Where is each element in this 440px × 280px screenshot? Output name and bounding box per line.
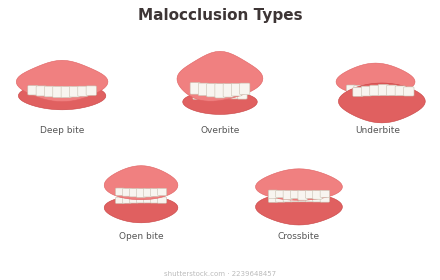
FancyBboxPatch shape xyxy=(370,85,380,96)
FancyBboxPatch shape xyxy=(305,191,315,198)
FancyBboxPatch shape xyxy=(44,86,55,97)
Polygon shape xyxy=(177,51,263,101)
FancyBboxPatch shape xyxy=(61,86,71,98)
FancyBboxPatch shape xyxy=(313,194,322,202)
FancyBboxPatch shape xyxy=(136,188,146,197)
Polygon shape xyxy=(338,83,425,123)
Text: shutterstock.com · 2239648457: shutterstock.com · 2239648457 xyxy=(164,270,276,277)
Text: Crossbite: Crossbite xyxy=(278,232,320,241)
FancyBboxPatch shape xyxy=(298,191,308,200)
FancyBboxPatch shape xyxy=(378,85,389,95)
Text: Malocclusion Types: Malocclusion Types xyxy=(138,8,302,23)
FancyBboxPatch shape xyxy=(353,87,363,96)
FancyBboxPatch shape xyxy=(198,83,209,96)
FancyBboxPatch shape xyxy=(143,196,153,203)
FancyBboxPatch shape xyxy=(28,85,38,95)
FancyBboxPatch shape xyxy=(150,196,160,203)
FancyBboxPatch shape xyxy=(231,83,242,96)
FancyBboxPatch shape xyxy=(362,85,371,95)
FancyBboxPatch shape xyxy=(361,86,372,96)
FancyBboxPatch shape xyxy=(77,85,87,92)
Polygon shape xyxy=(16,60,108,102)
FancyBboxPatch shape xyxy=(387,85,397,95)
FancyBboxPatch shape xyxy=(115,188,125,195)
FancyBboxPatch shape xyxy=(283,190,293,200)
FancyBboxPatch shape xyxy=(223,84,233,97)
Polygon shape xyxy=(104,166,178,200)
FancyBboxPatch shape xyxy=(320,190,330,197)
FancyBboxPatch shape xyxy=(61,84,71,92)
FancyBboxPatch shape xyxy=(346,85,356,93)
FancyBboxPatch shape xyxy=(395,86,406,96)
FancyBboxPatch shape xyxy=(268,195,278,202)
Text: Deep bite: Deep bite xyxy=(40,126,84,135)
Polygon shape xyxy=(104,196,178,223)
FancyBboxPatch shape xyxy=(190,83,200,94)
FancyBboxPatch shape xyxy=(30,86,40,92)
Polygon shape xyxy=(183,91,257,115)
FancyBboxPatch shape xyxy=(208,92,217,99)
FancyBboxPatch shape xyxy=(215,91,225,99)
FancyBboxPatch shape xyxy=(84,85,94,92)
FancyBboxPatch shape xyxy=(122,197,132,203)
FancyBboxPatch shape xyxy=(129,196,139,203)
FancyBboxPatch shape xyxy=(392,85,402,93)
FancyBboxPatch shape xyxy=(115,197,125,204)
FancyBboxPatch shape xyxy=(283,193,293,202)
FancyBboxPatch shape xyxy=(193,93,202,99)
FancyBboxPatch shape xyxy=(38,85,48,92)
FancyBboxPatch shape xyxy=(276,190,285,198)
FancyBboxPatch shape xyxy=(158,197,167,203)
FancyBboxPatch shape xyxy=(207,83,217,97)
FancyBboxPatch shape xyxy=(298,193,308,202)
FancyBboxPatch shape xyxy=(129,188,139,197)
FancyBboxPatch shape xyxy=(150,188,160,196)
FancyBboxPatch shape xyxy=(122,188,132,196)
FancyBboxPatch shape xyxy=(86,86,96,95)
FancyBboxPatch shape xyxy=(313,190,322,199)
FancyBboxPatch shape xyxy=(290,193,300,202)
FancyBboxPatch shape xyxy=(215,84,225,98)
FancyBboxPatch shape xyxy=(290,191,300,199)
FancyBboxPatch shape xyxy=(78,86,88,96)
FancyBboxPatch shape xyxy=(276,194,285,202)
FancyBboxPatch shape xyxy=(385,85,394,94)
Polygon shape xyxy=(256,169,342,200)
Polygon shape xyxy=(18,81,106,110)
Text: Open bite: Open bite xyxy=(119,232,163,241)
FancyBboxPatch shape xyxy=(69,84,79,92)
FancyBboxPatch shape xyxy=(268,190,278,199)
FancyBboxPatch shape xyxy=(320,195,330,202)
FancyBboxPatch shape xyxy=(223,92,232,99)
FancyBboxPatch shape xyxy=(403,87,414,96)
FancyBboxPatch shape xyxy=(377,86,386,95)
FancyBboxPatch shape xyxy=(240,83,250,95)
FancyBboxPatch shape xyxy=(136,195,146,203)
FancyBboxPatch shape xyxy=(305,193,315,202)
FancyBboxPatch shape xyxy=(158,188,167,196)
FancyBboxPatch shape xyxy=(53,86,63,98)
FancyBboxPatch shape xyxy=(45,84,55,92)
FancyBboxPatch shape xyxy=(70,86,80,97)
FancyBboxPatch shape xyxy=(238,93,247,99)
Text: Overbite: Overbite xyxy=(200,126,240,135)
FancyBboxPatch shape xyxy=(53,84,63,92)
Polygon shape xyxy=(256,193,342,225)
FancyBboxPatch shape xyxy=(230,92,240,99)
FancyBboxPatch shape xyxy=(354,85,363,94)
Polygon shape xyxy=(336,63,415,95)
FancyBboxPatch shape xyxy=(36,86,46,96)
FancyBboxPatch shape xyxy=(143,188,153,197)
FancyBboxPatch shape xyxy=(200,92,210,99)
FancyBboxPatch shape xyxy=(369,86,379,95)
Text: Underbite: Underbite xyxy=(356,126,400,135)
